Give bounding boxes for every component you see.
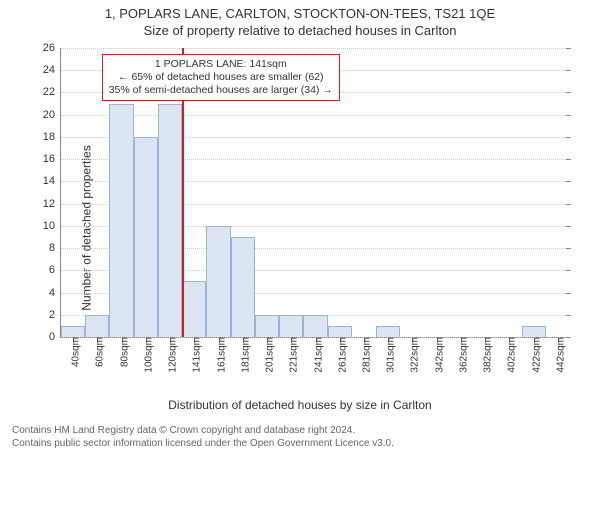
ytick-mark [566, 337, 571, 338]
bar [231, 237, 255, 337]
xtick-label: 422sqm [525, 337, 542, 373]
bar [255, 315, 279, 337]
bar [303, 315, 327, 337]
page-title-line1: 1, POPLARS LANE, CARLTON, STOCKTON-ON-TE… [0, 6, 600, 21]
xtick-label: 261sqm [331, 337, 348, 373]
ytick-label: 8 [49, 242, 61, 254]
xtick-label: 80sqm [113, 337, 130, 367]
footer: Contains HM Land Registry data © Crown c… [0, 418, 600, 450]
xtick-label: 201sqm [259, 337, 276, 373]
ytick-mark [566, 270, 571, 271]
xtick-label: 40sqm [65, 337, 82, 367]
xtick-label: 402sqm [501, 337, 518, 373]
annotation-line: 35% of semi-detached houses are larger (… [109, 84, 333, 97]
xtick-label: 442sqm [549, 337, 566, 373]
ytick-label: 6 [49, 264, 61, 276]
bar [376, 326, 400, 337]
bar [328, 326, 352, 337]
ytick-label: 10 [43, 220, 61, 232]
xtick-label: 161sqm [210, 337, 227, 373]
xtick-label: 362sqm [452, 337, 469, 373]
ytick-mark [566, 48, 571, 49]
x-axis-label: Distribution of detached houses by size … [0, 398, 600, 412]
xtick-label: 221sqm [283, 337, 300, 373]
bar [206, 226, 230, 337]
bar [158, 104, 182, 337]
bar [61, 326, 85, 337]
xtick-label: 60sqm [89, 337, 106, 367]
bar [522, 326, 546, 337]
ytick-mark [566, 92, 571, 93]
ytick-mark [566, 137, 571, 138]
ytick-label: 20 [43, 109, 61, 121]
chart-container: Number of detached properties 0246810121… [0, 38, 600, 418]
grid-line [61, 48, 570, 49]
bar [85, 315, 109, 337]
ytick-mark [566, 115, 571, 116]
bar [109, 104, 133, 337]
ytick-mark [566, 181, 571, 182]
ytick-label: 12 [43, 198, 61, 210]
plot-area: 0246810121416182022242640sqm60sqm80sqm10… [60, 48, 570, 338]
ytick-label: 14 [43, 175, 61, 187]
page-title-line2: Size of property relative to detached ho… [0, 23, 600, 38]
xtick-label: 322sqm [404, 337, 421, 373]
xtick-label: 120sqm [162, 337, 179, 373]
ytick-mark [566, 248, 571, 249]
grid-line [61, 115, 570, 116]
ytick-mark [566, 293, 571, 294]
ytick-label: 2 [49, 309, 61, 321]
xtick-label: 281sqm [355, 337, 372, 373]
ytick-mark [566, 70, 571, 71]
xtick-label: 301sqm [380, 337, 397, 373]
annotation-box: 1 POPLARS LANE: 141sqm← 65% of detached … [102, 54, 340, 101]
footer-line-2: Contains public sector information licen… [12, 437, 588, 450]
bar [182, 281, 206, 337]
ytick-label: 16 [43, 153, 61, 165]
xtick-label: 181sqm [234, 337, 251, 373]
ytick-mark [566, 226, 571, 227]
xtick-label: 100sqm [137, 337, 154, 373]
xtick-label: 382sqm [477, 337, 494, 373]
ytick-label: 4 [49, 287, 61, 299]
annotation-line: 1 POPLARS LANE: 141sqm [109, 58, 333, 71]
xtick-label: 241sqm [307, 337, 324, 373]
xtick-label: 141sqm [186, 337, 203, 373]
ytick-label: 26 [43, 42, 61, 54]
xtick-label: 342sqm [428, 337, 445, 373]
footer-line-1: Contains HM Land Registry data © Crown c… [12, 424, 588, 437]
ytick-mark [566, 204, 571, 205]
ytick-label: 24 [43, 64, 61, 76]
ytick-label: 0 [49, 331, 61, 343]
ytick-label: 18 [43, 131, 61, 143]
bar [279, 315, 303, 337]
ytick-label: 22 [43, 86, 61, 98]
ytick-mark [566, 159, 571, 160]
ytick-mark [566, 315, 571, 316]
annotation-line: ← 65% of detached houses are smaller (62… [109, 71, 333, 84]
bar [134, 137, 158, 337]
